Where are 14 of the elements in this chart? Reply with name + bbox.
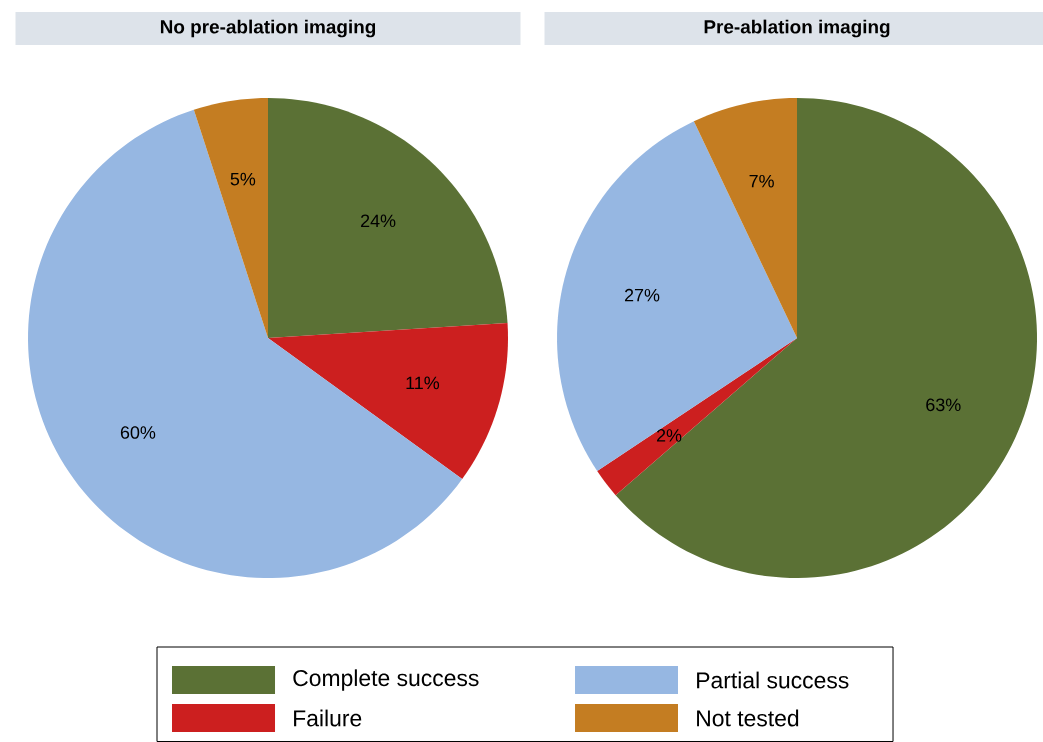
data-label: 5% xyxy=(230,172,256,186)
legend-label: Failure xyxy=(294,709,362,727)
data-label: 11% xyxy=(406,376,440,390)
legend-label: Complete success xyxy=(293,669,479,691)
data-label: 7% xyxy=(749,174,774,188)
chart-title: Pre-ablation imaging xyxy=(704,19,890,38)
chart-title: No pre-ablation imaging xyxy=(160,19,376,38)
data-label: 24% xyxy=(361,214,396,228)
data-label: 27% xyxy=(624,288,660,302)
data-label: 60% xyxy=(120,426,156,439)
data-label: 2% xyxy=(656,429,682,442)
data-label: 63% xyxy=(926,398,961,412)
legend-label: Not tested xyxy=(697,709,799,727)
legend-label: Partial success xyxy=(697,671,849,689)
